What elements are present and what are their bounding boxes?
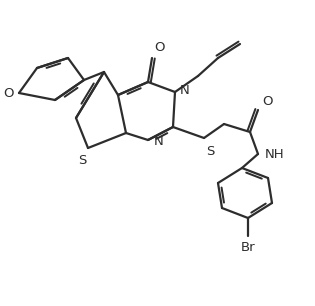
Text: O: O [154,41,164,54]
Text: Br: Br [241,241,255,254]
Text: NH: NH [265,147,285,161]
Text: O: O [3,87,14,99]
Text: O: O [262,95,272,108]
Text: N: N [180,84,190,96]
Text: N: N [154,135,164,147]
Text: S: S [206,145,215,158]
Text: S: S [77,154,86,167]
